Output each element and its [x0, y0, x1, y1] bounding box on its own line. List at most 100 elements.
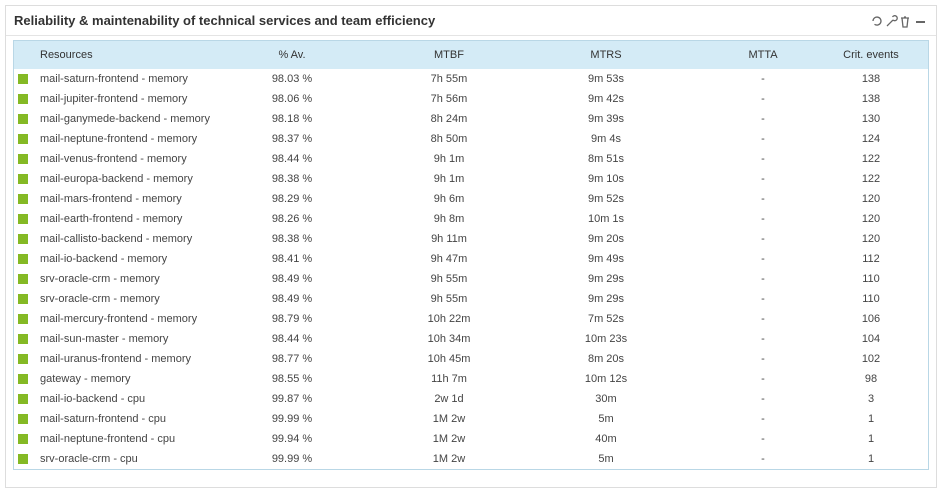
- table-cell: 98.49 %: [271, 293, 313, 305]
- table-cell: -: [761, 413, 765, 425]
- status-indicator: [18, 394, 28, 404]
- table-cell: -: [761, 133, 765, 145]
- table-cell: 98.03 %: [271, 73, 313, 85]
- status-indicator: [18, 314, 28, 324]
- table-cell: 98.79 %: [271, 313, 313, 325]
- status-indicator: [18, 334, 28, 344]
- table-cell: 9h 6m: [433, 193, 465, 205]
- resource-name: mail-io-backend - memory: [40, 253, 168, 265]
- resource-name: mail-uranus-frontend - memory: [40, 353, 191, 365]
- table-cell: 98.06 %: [271, 93, 313, 105]
- table-cell: 9h 55m: [430, 293, 468, 305]
- resource-name: mail-earth-frontend - memory: [40, 213, 183, 225]
- resource-name: srv-oracle-crm - cpu: [40, 453, 138, 465]
- table-cell: -: [761, 333, 765, 345]
- resource-name: mail-ganymede-backend - memory: [40, 113, 210, 125]
- table-cell: 98.44 %: [271, 153, 313, 165]
- resource-name: srv-oracle-crm - memory: [40, 273, 160, 285]
- table-cell: 98.26 %: [271, 213, 313, 225]
- table-cell: -: [761, 313, 765, 325]
- table-cell: -: [761, 213, 765, 225]
- table-cell: 8h 24m: [430, 113, 468, 125]
- status-indicator: [18, 294, 28, 304]
- table-cell: 110: [862, 273, 880, 285]
- resource-name: mail-mars-frontend - memory: [40, 193, 182, 205]
- status-indicator: [18, 134, 28, 144]
- column-header: Resources: [40, 49, 93, 61]
- table-cell: 40m: [595, 433, 617, 445]
- table-cell: 122: [861, 153, 881, 165]
- table-cell: 110: [862, 293, 880, 305]
- table-cell: 98.77 %: [271, 353, 313, 365]
- table-cell: 98.38 %: [271, 173, 313, 185]
- table-cell: 120: [861, 193, 881, 205]
- table-cell: 138: [861, 93, 881, 105]
- table-cell: 98.29 %: [271, 193, 313, 205]
- table-cell: 1M 2w: [432, 433, 466, 445]
- settings-icon[interactable]: [886, 15, 898, 27]
- resource-name: mail-saturn-frontend - memory: [40, 73, 188, 85]
- resource-name: mail-mercury-frontend - memory: [40, 313, 198, 325]
- status-indicator: [18, 174, 28, 184]
- table-cell: 102: [861, 353, 881, 365]
- table-cell: -: [761, 293, 765, 305]
- table-cell: 112: [862, 253, 880, 265]
- status-indicator: [18, 74, 28, 84]
- table-cell: -: [761, 113, 765, 125]
- table-cell: 7h 56m: [430, 93, 468, 105]
- resource-name: srv-oracle-crm - memory: [40, 293, 160, 305]
- table-cell: 10h 22m: [427, 313, 471, 325]
- table-cell: -: [761, 173, 765, 185]
- table-cell: 9h 55m: [430, 273, 468, 285]
- resource-name: mail-venus-frontend - memory: [40, 153, 187, 165]
- resource-name: mail-sun-master - memory: [40, 333, 169, 345]
- resource-name: mail-io-backend - cpu: [40, 393, 146, 405]
- status-indicator: [18, 414, 28, 424]
- status-indicator: [18, 234, 28, 244]
- status-indicator: [18, 274, 28, 284]
- table-cell: 98.41 %: [271, 253, 313, 265]
- table-cell: 9m 49s: [587, 253, 625, 265]
- table-cell: 98.38 %: [271, 233, 313, 245]
- column-header: MTRS: [590, 49, 622, 61]
- table-cell: 9m 29s: [587, 273, 625, 285]
- table-cell: 5m: [598, 413, 614, 425]
- table-cell: 9h 47m: [430, 253, 468, 265]
- status-indicator: [18, 154, 28, 164]
- table-cell: 130: [861, 113, 881, 125]
- table-cell: 1M 2w: [432, 413, 466, 425]
- table-cell: 98.55 %: [271, 373, 313, 385]
- table-cell: -: [761, 273, 765, 285]
- status-indicator: [18, 94, 28, 104]
- table-cell: 98.44 %: [271, 333, 313, 345]
- table-cell: 9h 1m: [433, 153, 465, 165]
- status-indicator: [18, 194, 28, 204]
- table-cell: -: [761, 253, 765, 265]
- column-header: MTTA: [748, 49, 778, 61]
- table-cell: 98.37 %: [271, 133, 313, 145]
- table-cell: 98.49 %: [271, 273, 313, 285]
- table-cell: 7h 55m: [430, 73, 468, 85]
- table-cell: 9m 39s: [587, 113, 625, 125]
- table-cell: 11h 7m: [431, 373, 467, 385]
- resource-name: gateway - memory: [40, 373, 131, 385]
- table-cell: -: [761, 453, 765, 465]
- table-cell: 9m 42s: [587, 93, 625, 105]
- table-cell: 7m 52s: [587, 313, 625, 325]
- table-cell: 8h 50m: [430, 133, 468, 145]
- resource-name: mail-europa-backend - memory: [40, 173, 193, 185]
- table-cell: 10m 23s: [584, 333, 628, 345]
- column-header: MTBF: [434, 49, 464, 61]
- table-cell: -: [761, 433, 765, 445]
- table-cell: 120: [861, 213, 881, 225]
- table-cell: 99.87 %: [271, 393, 313, 405]
- table-cell: 9h 11m: [431, 233, 467, 245]
- table-cell: 138: [861, 73, 881, 85]
- table-cell: 1M 2w: [432, 453, 466, 465]
- delete-icon[interactable]: [901, 16, 909, 28]
- table-cell: 10m 12s: [584, 373, 628, 385]
- table-cell: -: [761, 153, 765, 165]
- table-cell: 120: [861, 233, 881, 245]
- refresh-icon[interactable]: [872, 16, 882, 26]
